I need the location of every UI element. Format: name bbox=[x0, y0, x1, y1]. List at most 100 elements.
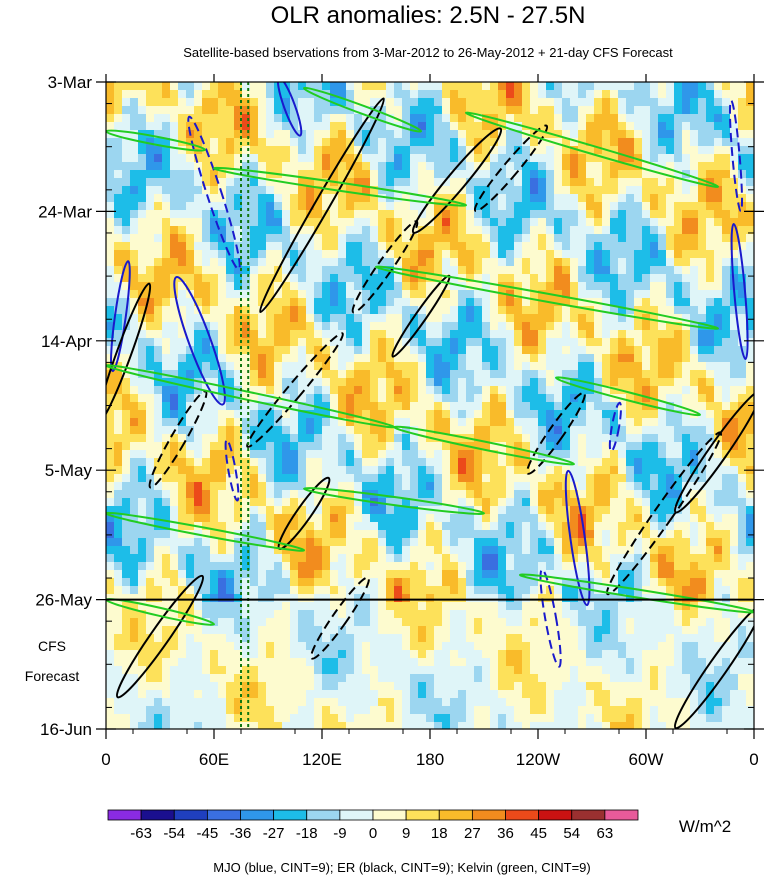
shading-cell bbox=[386, 218, 395, 227]
shading-cell bbox=[138, 554, 147, 563]
shading-cell bbox=[162, 450, 171, 459]
shading-cell bbox=[322, 426, 331, 435]
shading-cell bbox=[650, 290, 659, 299]
shading-cell bbox=[586, 546, 595, 555]
shading-cell bbox=[218, 522, 227, 531]
shading-cell bbox=[410, 370, 419, 379]
shading-cell bbox=[266, 114, 275, 123]
shading-cell bbox=[698, 242, 707, 251]
shading-cell bbox=[666, 354, 675, 363]
shading-cell bbox=[578, 554, 587, 563]
shading-cell bbox=[146, 98, 155, 107]
shading-cell bbox=[538, 554, 547, 563]
shading-cell bbox=[514, 314, 523, 323]
shading-cell bbox=[482, 162, 491, 171]
shading-cell bbox=[442, 394, 451, 403]
shading-cell bbox=[106, 98, 115, 107]
shading-cell bbox=[554, 274, 563, 283]
shading-cell bbox=[218, 274, 227, 283]
shading-cell bbox=[138, 258, 147, 267]
shading-cell bbox=[562, 202, 571, 211]
shading-cell bbox=[218, 122, 227, 131]
shading-cell bbox=[554, 538, 563, 547]
shading-cell bbox=[618, 242, 627, 251]
shading-cell bbox=[242, 490, 251, 499]
shading-cell bbox=[642, 410, 651, 419]
shading-cell bbox=[666, 330, 675, 339]
shading-cell bbox=[666, 162, 675, 171]
shading-cell bbox=[170, 434, 179, 443]
shading-cell bbox=[410, 354, 419, 363]
shading-cell bbox=[746, 338, 754, 347]
shading-cell bbox=[322, 546, 331, 555]
shading-cell bbox=[514, 82, 523, 91]
shading-cell bbox=[130, 442, 139, 451]
shading-cell bbox=[602, 538, 611, 547]
shading-cell bbox=[618, 538, 627, 547]
shading-cell bbox=[210, 426, 219, 435]
shading-cell bbox=[338, 562, 347, 571]
shading-cell bbox=[610, 450, 619, 459]
shading-cell bbox=[522, 554, 531, 563]
shading-cell bbox=[338, 290, 347, 299]
shading-cell bbox=[266, 306, 275, 315]
shading-cell bbox=[298, 570, 307, 579]
shading-cell bbox=[634, 442, 643, 451]
shading-cell bbox=[250, 290, 259, 299]
shading-cell bbox=[178, 90, 187, 99]
shading-cell bbox=[266, 178, 275, 187]
shading-cell bbox=[274, 138, 283, 147]
shading-cell bbox=[258, 258, 267, 267]
shading-cell bbox=[450, 346, 459, 355]
shading-cell bbox=[738, 378, 747, 387]
shading-cell bbox=[114, 106, 123, 115]
shading-cell bbox=[706, 490, 715, 499]
shading-cell bbox=[306, 418, 315, 427]
shading-cell bbox=[418, 298, 427, 307]
shading-cell bbox=[362, 266, 371, 275]
shading-cell bbox=[338, 426, 347, 435]
shading-cell bbox=[210, 362, 219, 371]
shading-cell bbox=[402, 314, 411, 323]
shading-cell bbox=[482, 234, 491, 243]
shading-cell bbox=[602, 234, 611, 243]
shading-cell bbox=[714, 466, 723, 475]
shading-cell bbox=[170, 402, 179, 411]
shading-cell bbox=[578, 386, 587, 395]
shading-cell bbox=[666, 250, 675, 259]
shading-cell bbox=[618, 106, 627, 115]
shading-cell bbox=[290, 442, 299, 451]
shading-cell bbox=[362, 186, 371, 195]
shading-cell bbox=[442, 522, 451, 531]
shading-cell bbox=[650, 170, 659, 179]
shading-cell bbox=[186, 490, 195, 499]
shading-cell bbox=[474, 306, 483, 315]
shading-cell bbox=[474, 90, 483, 99]
shading-cell bbox=[730, 362, 739, 371]
shading-cell bbox=[746, 194, 754, 203]
shading-cell bbox=[290, 178, 299, 187]
shading-cell bbox=[482, 418, 491, 427]
shading-cell bbox=[282, 554, 291, 563]
shading-cell bbox=[202, 354, 211, 363]
shading-cell bbox=[130, 298, 139, 307]
shading-cell bbox=[658, 306, 667, 315]
shading-cell bbox=[186, 410, 195, 419]
shading-cell bbox=[538, 226, 547, 235]
shading-cell bbox=[138, 146, 147, 155]
shading-cell bbox=[642, 210, 651, 219]
shading-cell bbox=[578, 418, 587, 427]
shading-cell bbox=[218, 434, 227, 443]
shading-cell bbox=[322, 258, 331, 267]
shading-cell bbox=[146, 146, 155, 155]
shading-cell bbox=[194, 218, 203, 227]
shading-cell bbox=[186, 154, 195, 163]
shading-cell bbox=[442, 546, 451, 555]
shading-cell bbox=[498, 298, 507, 307]
shading-cell bbox=[330, 322, 339, 331]
shading-cell bbox=[594, 498, 603, 507]
shading-cell bbox=[178, 202, 187, 211]
shading-cell bbox=[506, 482, 515, 491]
shading-cell bbox=[746, 562, 754, 571]
shading-cell bbox=[482, 138, 491, 147]
